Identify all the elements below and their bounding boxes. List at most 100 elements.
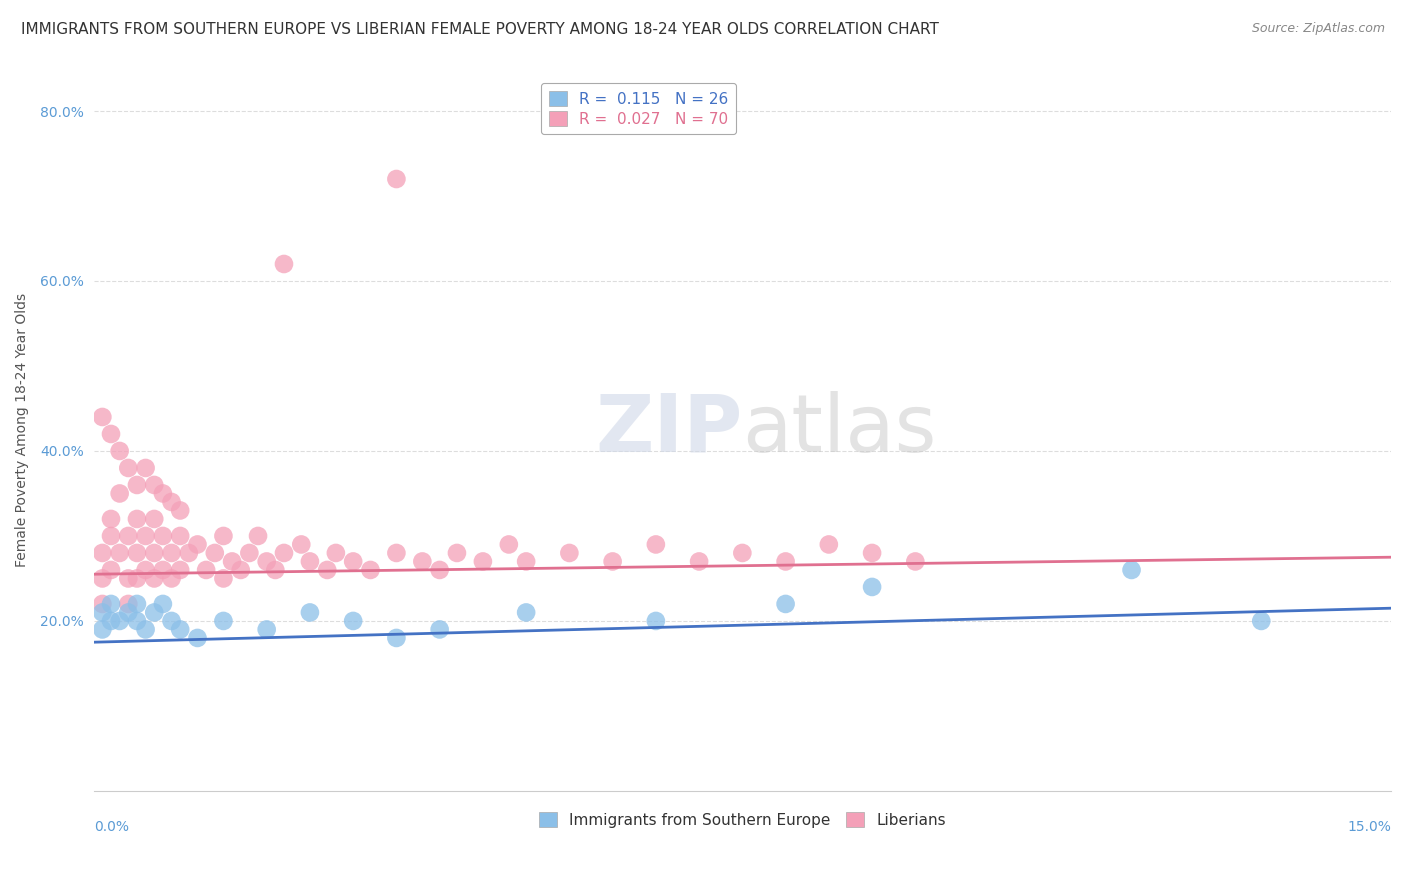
- Point: [135, 563, 157, 577]
- Point: [117, 529, 139, 543]
- Point: [135, 623, 157, 637]
- Point: [860, 546, 883, 560]
- Point: [186, 537, 208, 551]
- Point: [160, 495, 183, 509]
- Point: [91, 623, 114, 637]
- Point: [316, 563, 339, 577]
- Point: [160, 571, 183, 585]
- Point: [143, 546, 166, 560]
- Point: [160, 614, 183, 628]
- Point: [91, 409, 114, 424]
- Point: [446, 546, 468, 560]
- Point: [273, 546, 295, 560]
- Point: [247, 529, 270, 543]
- Point: [1250, 614, 1272, 628]
- Point: [775, 554, 797, 568]
- Point: [100, 512, 122, 526]
- Text: IMMIGRANTS FROM SOUTHERN EUROPE VS LIBERIAN FEMALE POVERTY AMONG 18-24 YEAR OLDS: IMMIGRANTS FROM SOUTHERN EUROPE VS LIBER…: [21, 22, 939, 37]
- Point: [117, 606, 139, 620]
- Point: [169, 563, 191, 577]
- Point: [342, 554, 364, 568]
- Point: [385, 172, 408, 186]
- Point: [160, 546, 183, 560]
- Point: [108, 486, 131, 500]
- Point: [125, 546, 148, 560]
- Point: [515, 606, 537, 620]
- Point: [91, 606, 114, 620]
- Point: [108, 546, 131, 560]
- Point: [644, 614, 666, 628]
- Point: [256, 554, 278, 568]
- Point: [298, 606, 321, 620]
- Point: [298, 554, 321, 568]
- Point: [117, 571, 139, 585]
- Point: [238, 546, 260, 560]
- Point: [385, 631, 408, 645]
- Point: [221, 554, 243, 568]
- Point: [1121, 563, 1143, 577]
- Point: [688, 554, 710, 568]
- Point: [429, 623, 451, 637]
- Point: [152, 597, 174, 611]
- Point: [152, 529, 174, 543]
- Point: [273, 257, 295, 271]
- Point: [385, 546, 408, 560]
- Point: [125, 478, 148, 492]
- Point: [135, 461, 157, 475]
- Point: [91, 597, 114, 611]
- Point: [135, 529, 157, 543]
- Point: [256, 623, 278, 637]
- Point: [100, 529, 122, 543]
- Point: [186, 631, 208, 645]
- Text: Source: ZipAtlas.com: Source: ZipAtlas.com: [1251, 22, 1385, 36]
- Point: [602, 554, 624, 568]
- Point: [177, 546, 200, 560]
- Point: [558, 546, 581, 560]
- Point: [212, 571, 235, 585]
- Text: 0.0%: 0.0%: [94, 820, 129, 834]
- Point: [117, 461, 139, 475]
- Point: [152, 486, 174, 500]
- Point: [100, 597, 122, 611]
- Point: [125, 614, 148, 628]
- Y-axis label: Female Poverty Among 18-24 Year Olds: Female Poverty Among 18-24 Year Olds: [15, 293, 30, 566]
- Text: 15.0%: 15.0%: [1347, 820, 1391, 834]
- Point: [644, 537, 666, 551]
- Point: [169, 623, 191, 637]
- Point: [359, 563, 381, 577]
- Point: [125, 571, 148, 585]
- Point: [100, 614, 122, 628]
- Point: [429, 563, 451, 577]
- Point: [290, 537, 312, 551]
- Point: [731, 546, 754, 560]
- Point: [204, 546, 226, 560]
- Point: [212, 529, 235, 543]
- Point: [169, 529, 191, 543]
- Point: [143, 571, 166, 585]
- Point: [100, 427, 122, 442]
- Point: [515, 554, 537, 568]
- Point: [325, 546, 347, 560]
- Point: [904, 554, 927, 568]
- Point: [264, 563, 287, 577]
- Legend: Immigrants from Southern Europe, Liberians: Immigrants from Southern Europe, Liberia…: [533, 806, 952, 834]
- Text: atlas: atlas: [742, 391, 936, 468]
- Point: [818, 537, 841, 551]
- Point: [342, 614, 364, 628]
- Point: [100, 563, 122, 577]
- Point: [229, 563, 252, 577]
- Point: [143, 478, 166, 492]
- Point: [117, 597, 139, 611]
- Point: [411, 554, 433, 568]
- Text: ZIP: ZIP: [595, 391, 742, 468]
- Point: [125, 512, 148, 526]
- Point: [775, 597, 797, 611]
- Point: [108, 614, 131, 628]
- Point: [152, 563, 174, 577]
- Point: [860, 580, 883, 594]
- Point: [91, 546, 114, 560]
- Point: [91, 571, 114, 585]
- Point: [108, 444, 131, 458]
- Point: [169, 503, 191, 517]
- Point: [125, 597, 148, 611]
